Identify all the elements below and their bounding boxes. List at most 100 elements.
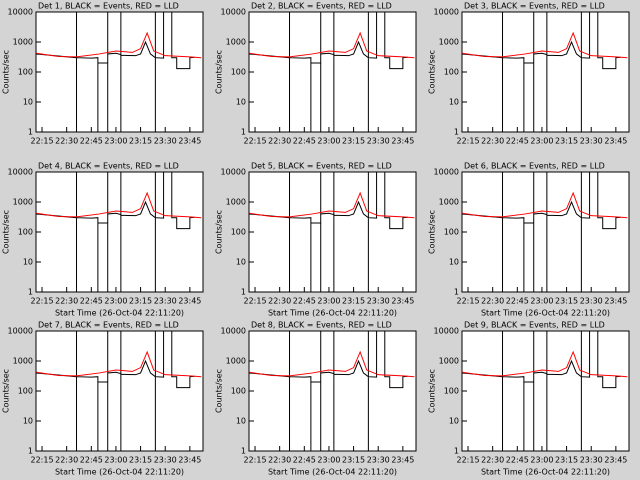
x-tick-label: 23:45 [391, 297, 414, 306]
x-tick-label: 23:30 [367, 297, 390, 306]
plot-area [461, 11, 630, 133]
y-tick-label: 1000 [439, 38, 459, 47]
x-tick-label: 22:30 [481, 297, 504, 306]
y-tick-label: 10 [236, 258, 246, 267]
y-tick-label: 10000 [8, 8, 33, 17]
x-axis-label: Start Time (26-Oct-04 22:11:20) [268, 468, 397, 477]
data-line [249, 350, 415, 378]
y-tick-label: 10000 [8, 168, 33, 177]
y-tick-label: 1 [454, 447, 459, 456]
y-tick-label: 10 [23, 417, 33, 426]
x-tick-label: 23:00 [317, 137, 340, 146]
y-tick-label: 1000 [226, 38, 246, 47]
data-line [36, 350, 202, 378]
x-tick-label: 22:30 [481, 456, 504, 465]
y-tick-label: 10 [23, 98, 33, 107]
x-tick-label: 23:00 [104, 456, 127, 465]
x-tick-label: 22:45 [293, 456, 316, 465]
data-line [462, 171, 621, 292]
y-tick-label: 1000 [13, 357, 33, 366]
y-tick-label: 1000 [226, 357, 246, 366]
plot-area [461, 330, 630, 452]
x-tick-label: 23:30 [367, 137, 390, 146]
x-tick-label: 22:45 [506, 456, 529, 465]
y-tick-label: 10 [449, 417, 459, 426]
x-tick-label: 22:30 [268, 297, 291, 306]
y-axis-label: Counts/sec [215, 369, 224, 413]
plot-area [461, 171, 630, 293]
data-line [36, 330, 195, 451]
y-tick-label: 100 [444, 68, 459, 77]
x-tick-label: 23:30 [580, 297, 603, 306]
chart-title: Det 8, BLACK = Events, RED = LLD [251, 321, 392, 330]
y-axis-label: Counts/sec [2, 50, 11, 94]
x-tick-label: 22:15 [30, 137, 53, 146]
x-tick-label: 22:30 [268, 137, 291, 146]
x-tick-label: 23:15 [342, 456, 365, 465]
x-tick-label: 22:15 [456, 456, 479, 465]
plot-area [248, 11, 417, 133]
x-tick-label: 22:15 [30, 456, 53, 465]
y-tick-label: 10000 [221, 327, 246, 336]
chart-title: Det 6, BLACK = Events, RED = LLD [464, 162, 605, 171]
data-line [36, 31, 202, 59]
y-tick-label: 1000 [439, 357, 459, 366]
x-tick-label: 23:30 [580, 456, 603, 465]
y-tick-label: 100 [444, 387, 459, 396]
plot-area [35, 11, 204, 133]
x-tick-label: 23:45 [178, 456, 201, 465]
x-tick-label: 22:45 [293, 137, 316, 146]
y-tick-label: 100 [231, 228, 246, 237]
x-tick-label: 23:15 [129, 456, 152, 465]
y-tick-label: 1000 [439, 198, 459, 207]
y-tick-label: 1 [454, 288, 459, 297]
x-tick-label: 22:30 [55, 456, 78, 465]
y-tick-label: 10000 [434, 168, 459, 177]
x-tick-label: 22:15 [456, 137, 479, 146]
x-tick-label: 23:15 [555, 456, 578, 465]
x-tick-label: 23:45 [391, 137, 414, 146]
data-line [36, 171, 195, 292]
data-line [462, 31, 628, 59]
data-line [249, 330, 408, 451]
y-tick-label: 10000 [221, 168, 246, 177]
x-tick-label: 23:30 [154, 137, 177, 146]
y-tick-label: 10 [449, 258, 459, 267]
data-line [36, 11, 195, 132]
y-tick-label: 1 [241, 128, 246, 137]
chart-title: Det 1, BLACK = Events, RED = LLD [38, 2, 179, 11]
chart-title: Det 2, BLACK = Events, RED = LLD [251, 2, 392, 11]
y-tick-label: 1 [28, 447, 33, 456]
x-tick-label: 22:30 [268, 456, 291, 465]
y-tick-label: 10 [449, 98, 459, 107]
y-tick-label: 100 [18, 68, 33, 77]
y-axis-label: Counts/sec [2, 210, 11, 254]
y-tick-label: 1 [241, 447, 246, 456]
x-tick-label: 23:30 [154, 456, 177, 465]
plot-area [248, 330, 417, 452]
data-line [462, 330, 621, 451]
x-tick-label: 22:45 [80, 456, 103, 465]
x-tick-label: 23:15 [129, 297, 152, 306]
x-tick-label: 22:45 [80, 297, 103, 306]
plot-area [35, 330, 204, 452]
y-tick-label: 10000 [434, 327, 459, 336]
x-tick-label: 23:30 [580, 137, 603, 146]
x-tick-label: 23:15 [555, 137, 578, 146]
y-tick-label: 10000 [8, 327, 33, 336]
y-tick-label: 100 [231, 387, 246, 396]
x-tick-label: 23:00 [530, 456, 553, 465]
y-tick-label: 10 [236, 98, 246, 107]
chart-title: Det 9, BLACK = Events, RED = LLD [464, 321, 605, 330]
x-axis-label: Start Time (26-Oct-04 22:11:20) [55, 468, 184, 477]
x-tick-label: 23:00 [104, 297, 127, 306]
y-axis-label: Counts/sec [215, 210, 224, 254]
y-tick-label: 1000 [13, 198, 33, 207]
data-line [462, 350, 628, 378]
y-tick-label: 1 [454, 128, 459, 137]
x-tick-label: 22:45 [506, 297, 529, 306]
x-axis-label: Start Time (26-Oct-04 22:11:20) [268, 309, 397, 318]
x-tick-label: 22:15 [456, 297, 479, 306]
plot-area [248, 171, 417, 293]
